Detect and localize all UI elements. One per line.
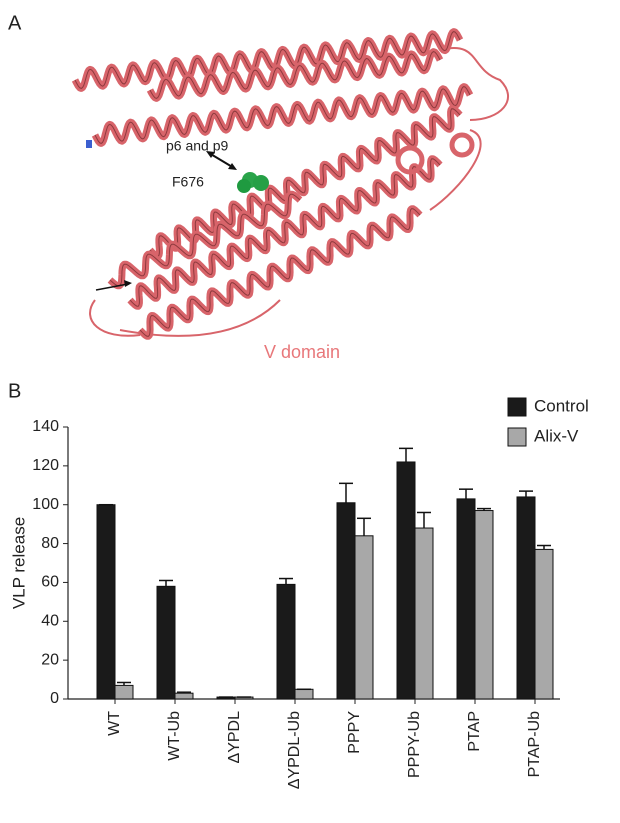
bar (516, 496, 536, 700)
y-tick-label: 60 (41, 574, 59, 591)
helix-edge (109, 193, 301, 287)
legend-swatch (507, 397, 527, 417)
helix-edge (149, 51, 441, 99)
x-tick-label: PPPY-Ub (406, 711, 423, 778)
x-tick-label: PTAP-Ub (526, 711, 543, 777)
bar (474, 510, 494, 700)
helix-edge (129, 158, 441, 307)
bar (276, 583, 296, 700)
arrow-head (124, 280, 132, 287)
y-tick-label: 120 (32, 457, 59, 474)
panel-label: B (8, 380, 21, 402)
arrow (208, 152, 235, 169)
panel-label: A (8, 12, 22, 34)
bar (294, 688, 314, 700)
x-tick-label: WT (106, 711, 123, 736)
bar (336, 502, 356, 700)
bar (414, 527, 434, 700)
arrow-head (206, 151, 237, 170)
bar (114, 684, 134, 700)
helix-coil (395, 145, 425, 175)
residue-sphere (253, 175, 269, 191)
legend-label: Alix-V (534, 426, 579, 445)
helix-edge (149, 108, 461, 257)
y-axis-label: VLP release (9, 517, 28, 609)
arrow (95, 283, 129, 291)
x-tick-label: PPPY (346, 711, 363, 754)
helix-edge (94, 86, 471, 144)
bar (534, 548, 554, 700)
residue-sphere (237, 179, 251, 193)
y-tick-label: 40 (41, 613, 59, 630)
y-tick-label: 80 (41, 535, 59, 552)
bar (174, 692, 194, 700)
bar (96, 504, 116, 700)
bar (354, 535, 374, 700)
helix-edge (139, 208, 421, 337)
terminus-marker (86, 140, 92, 148)
annotation: F676 (172, 174, 204, 190)
x-tick-label: ΔYPDL-Ub (286, 711, 303, 789)
x-tick-label: WT-Ub (166, 711, 183, 761)
bar (156, 585, 176, 700)
annotation: p6 and p9 (166, 138, 228, 154)
helix-coil (449, 132, 475, 158)
y-tick-label: 20 (41, 651, 59, 668)
x-tick-label: PTAP (466, 711, 483, 752)
helix-edge (74, 31, 461, 89)
x-tick-label: ΔYPDL (226, 711, 243, 764)
caption: V domain (264, 342, 340, 362)
legend-label: Control (534, 396, 589, 415)
protein-structure (71, 28, 510, 340)
y-tick-label: 140 (32, 418, 59, 435)
bar (396, 461, 416, 700)
y-tick-label: 100 (32, 496, 59, 513)
bar (456, 498, 476, 700)
loop (89, 47, 510, 337)
y-tick-label: 0 (50, 690, 59, 707)
legend-swatch (507, 427, 527, 447)
